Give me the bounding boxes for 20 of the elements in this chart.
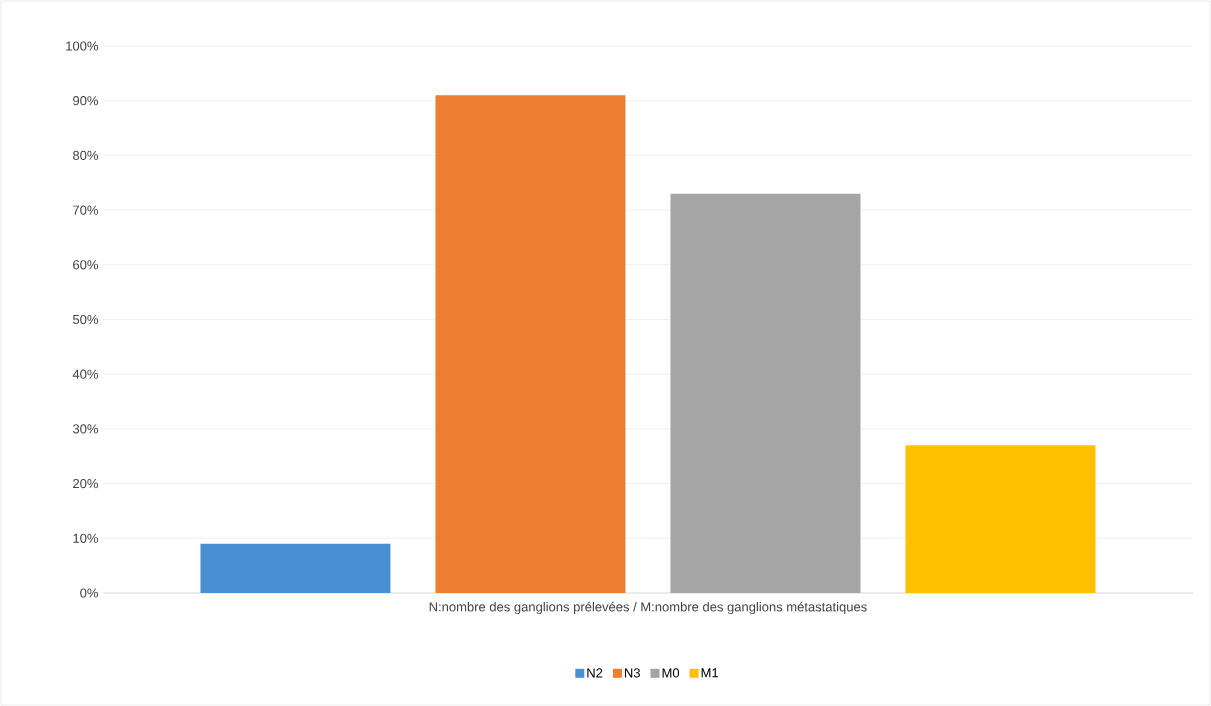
y-tick-label: 20% <box>73 478 99 489</box>
y-tick-label: 70% <box>73 205 99 215</box>
x-tick-label: N:nombre des ganglions prélevées / M:nombre des ganglions métastatiques <box>429 601 867 615</box>
y-tick-label: 60% <box>73 260 99 270</box>
y-tick-label: 0% <box>80 588 99 598</box>
y-tick-label: 40% <box>72 369 99 379</box>
bar <box>670 193 861 593</box>
y-tick-label: 100% <box>66 41 99 51</box>
bar <box>435 95 626 593</box>
legend-label: N2 <box>587 668 603 678</box>
legend-label: N3 <box>624 668 640 678</box>
bar <box>905 445 1096 593</box>
y-tick-label: 10% <box>73 533 99 543</box>
legend-label: M1 <box>701 668 719 678</box>
y-tick-label: 50% <box>72 314 99 325</box>
y-tick-label: 90% <box>73 96 99 106</box>
y-tick-label: 30% <box>72 424 99 434</box>
bar <box>200 543 391 593</box>
legend-label: M0 <box>662 668 680 678</box>
y-tick-label: 80% <box>73 150 99 160</box>
